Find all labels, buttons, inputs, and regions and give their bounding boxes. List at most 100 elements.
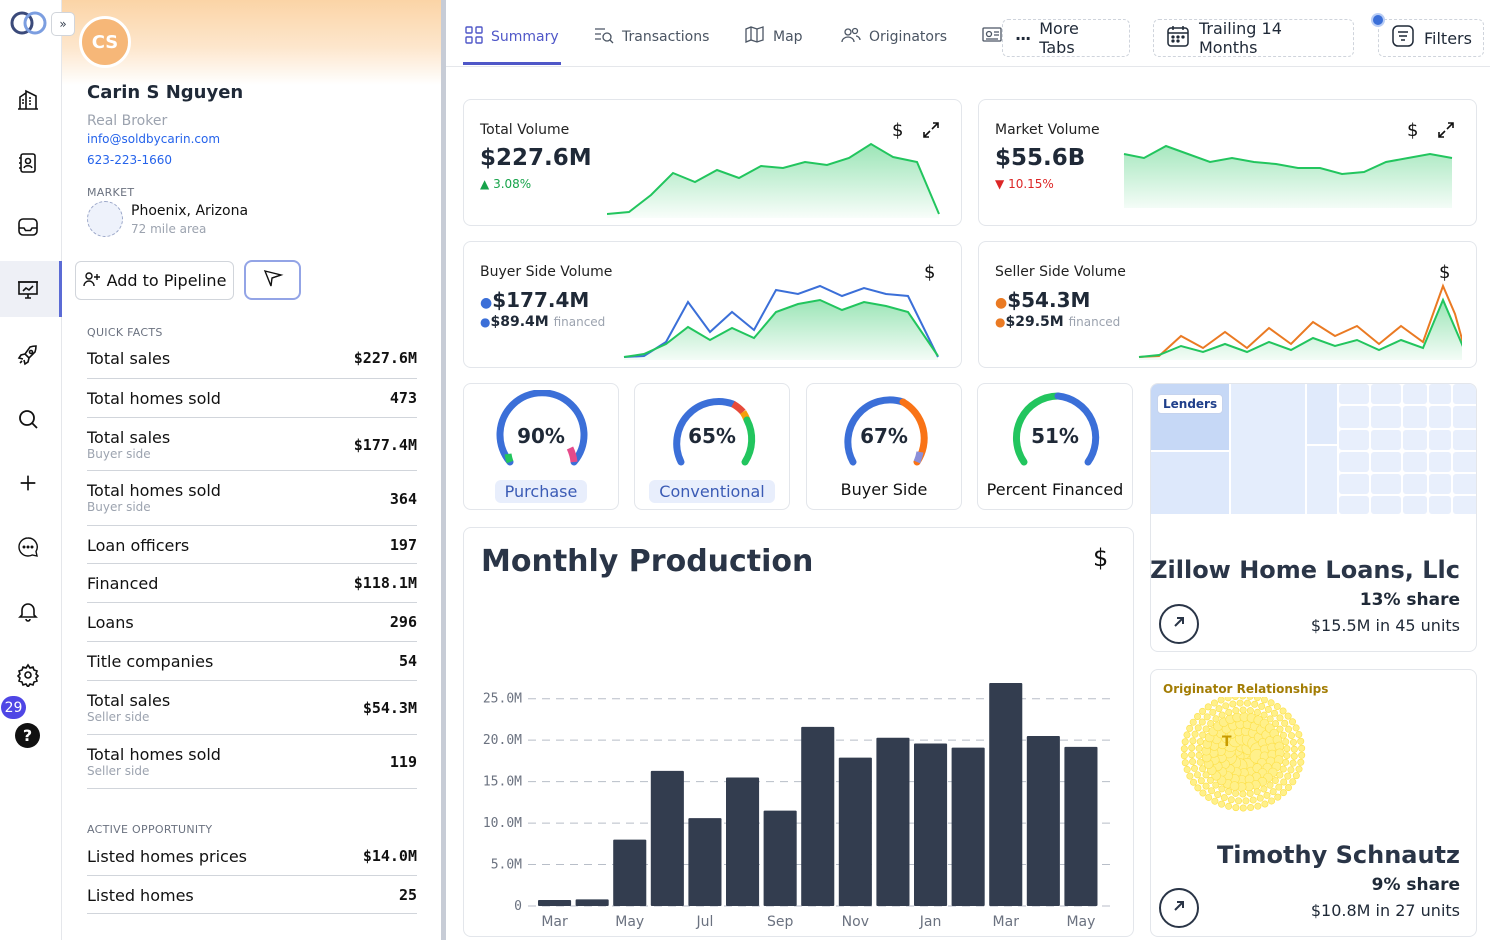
originator-bubble xyxy=(1260,785,1268,793)
total-volume-value: $227.6M xyxy=(480,145,592,171)
conventional-gauge xyxy=(673,398,756,466)
production-bar[interactable] xyxy=(951,747,985,906)
originator-bubble xyxy=(1189,778,1197,786)
period-selector-button[interactable]: Trailing 14 Months xyxy=(1153,19,1354,57)
send-button[interactable] xyxy=(244,260,301,300)
contact-book-icon[interactable] xyxy=(14,149,42,177)
production-bar[interactable] xyxy=(688,818,722,906)
chat-icon[interactable] xyxy=(14,533,42,561)
presentation-chart-icon[interactable] xyxy=(14,276,42,304)
production-bar[interactable] xyxy=(726,777,760,906)
dollar-icon[interactable]: $ xyxy=(1439,262,1451,283)
market-volume-sparkline xyxy=(1123,144,1453,208)
production-bar[interactable] xyxy=(650,770,684,906)
originator-bubble xyxy=(1180,752,1188,760)
dollar-icon[interactable]: $ xyxy=(924,262,936,283)
production-bar[interactable] xyxy=(801,726,835,906)
tab-map[interactable]: Map xyxy=(745,26,803,48)
lenders-tag: Lenders xyxy=(1157,394,1224,414)
filters-button[interactable]: Filters xyxy=(1378,19,1484,57)
bell-icon[interactable] xyxy=(14,597,42,625)
quick-fact-row: Loan officers 197 xyxy=(87,526,417,564)
production-bar[interactable] xyxy=(1026,736,1060,906)
lenders-card[interactable]: Lenders Zillow Home Loans, Llc 13% share… xyxy=(1150,383,1477,652)
logo-icon[interactable] xyxy=(10,10,48,40)
production-bar[interactable] xyxy=(876,737,910,906)
expand-icon[interactable] xyxy=(1436,120,1456,144)
originator-bubble xyxy=(1289,759,1297,767)
originator-relationships-card[interactable]: T Originator Relationships Timothy Schna… xyxy=(1150,669,1477,937)
seller-side-financed-value: $29.5M xyxy=(1005,314,1064,330)
inbox-icon[interactable] xyxy=(14,213,42,241)
originator-bubble xyxy=(1281,719,1289,727)
dollar-icon[interactable]: $ xyxy=(1407,120,1419,141)
production-bar[interactable] xyxy=(575,899,609,906)
monthly-production-card[interactable]: Monthly Production $ 0 5.0M 10.0M 15.0M 20.0… xyxy=(463,527,1134,937)
open-originator-button[interactable] xyxy=(1159,888,1199,928)
grid-icon xyxy=(465,26,483,48)
dollar-icon[interactable]: $ xyxy=(1093,544,1109,572)
help-button[interactable]: ? xyxy=(15,723,40,748)
quick-fact-value: $54.3M xyxy=(362,699,417,717)
originator-bubble xyxy=(1208,787,1216,795)
map-icon xyxy=(745,26,765,48)
buyer-side-sparkline xyxy=(623,284,939,360)
profile-phone-link[interactable]: 623-223-1660 xyxy=(87,153,173,167)
total-volume-change: ▲ 3.08% xyxy=(480,177,531,191)
purchase-gauge-label-row: Purchase xyxy=(464,480,618,503)
conventional-gauge-value: 65% xyxy=(688,424,736,448)
production-bar[interactable] xyxy=(914,743,948,906)
originator-bubble xyxy=(1289,778,1297,786)
production-bar[interactable] xyxy=(613,839,647,906)
tab-transactions[interactable]: Transactions xyxy=(594,26,709,48)
more-tabs-button[interactable]: ··· More Tabs xyxy=(1002,19,1130,57)
dollar-icon[interactable]: $ xyxy=(892,120,904,141)
seller-side-volume-card[interactable]: Seller Side Volume ●$54.3M ●$29.5M finan… xyxy=(978,241,1477,368)
total-volume-card[interactable]: Total Volume $227.6M ▲ 3.08% $ xyxy=(463,99,962,226)
production-bar[interactable] xyxy=(538,900,572,906)
purchase-gauge-card[interactable]: 90% Purchase xyxy=(463,383,619,510)
x-tick-label: Jan xyxy=(919,914,942,930)
report-icon[interactable] xyxy=(982,26,1002,48)
tab-summary[interactable]: Summary xyxy=(465,26,559,48)
percent-financed-gauge-card[interactable]: 51% Percent Financed xyxy=(977,383,1133,510)
buyer-side-gauge-card[interactable]: 67% Buyer Side xyxy=(806,383,962,510)
expand-icon[interactable] xyxy=(921,120,941,144)
originator-bubble xyxy=(1214,791,1222,799)
originator-bubble xyxy=(1191,730,1199,738)
originator-bubble xyxy=(1275,783,1283,791)
production-bar[interactable] xyxy=(1064,746,1098,906)
buyer-side-volume-card[interactable]: Buyer Side Volume ●$177.4M ●$89.4M finan… xyxy=(463,241,962,368)
building-icon[interactable] xyxy=(14,86,42,114)
originator-bubble xyxy=(1197,777,1205,785)
rocket-icon[interactable] xyxy=(14,341,42,369)
originator-bubble xyxy=(1287,766,1295,774)
active-opportunity-label: ACTIVE OPPORTUNITY xyxy=(87,823,213,836)
originator-bubble xyxy=(1215,705,1223,713)
originator-bubble xyxy=(1229,700,1237,708)
panel-resize-handle[interactable] xyxy=(441,0,446,940)
originator-bubble xyxy=(1260,711,1268,719)
originator-bubble xyxy=(1263,791,1271,799)
add-to-pipeline-button[interactable]: Add to Pipeline xyxy=(75,261,234,300)
production-bar[interactable] xyxy=(989,682,1023,906)
search-icon[interactable] xyxy=(14,405,42,433)
open-lender-button[interactable] xyxy=(1159,604,1199,644)
originator-bubble xyxy=(1297,758,1305,766)
opportunity-row: Listed homes 25 xyxy=(87,876,417,914)
notification-count-badge[interactable]: 29 xyxy=(1,696,26,719)
gear-icon[interactable] xyxy=(14,661,42,689)
originator-bubble xyxy=(1225,788,1233,796)
production-bar[interactable] xyxy=(838,757,872,906)
originator-bubble xyxy=(1232,789,1240,797)
originator-bubble xyxy=(1292,724,1300,732)
plus-icon[interactable] xyxy=(14,469,42,497)
conventional-gauge-card[interactable]: 65% Conventional xyxy=(634,383,790,510)
avatar: CS xyxy=(79,16,131,68)
originator-bubble xyxy=(1253,708,1261,716)
market-volume-card[interactable]: Market Volume $55.6B ▼ 10.15% $ xyxy=(978,99,1477,226)
expand-panel-button[interactable]: » xyxy=(51,12,75,36)
tab-originators[interactable]: Originators xyxy=(841,26,947,48)
production-bar[interactable] xyxy=(763,810,797,906)
profile-email-link[interactable]: info@soldbycarin.com xyxy=(87,132,221,146)
